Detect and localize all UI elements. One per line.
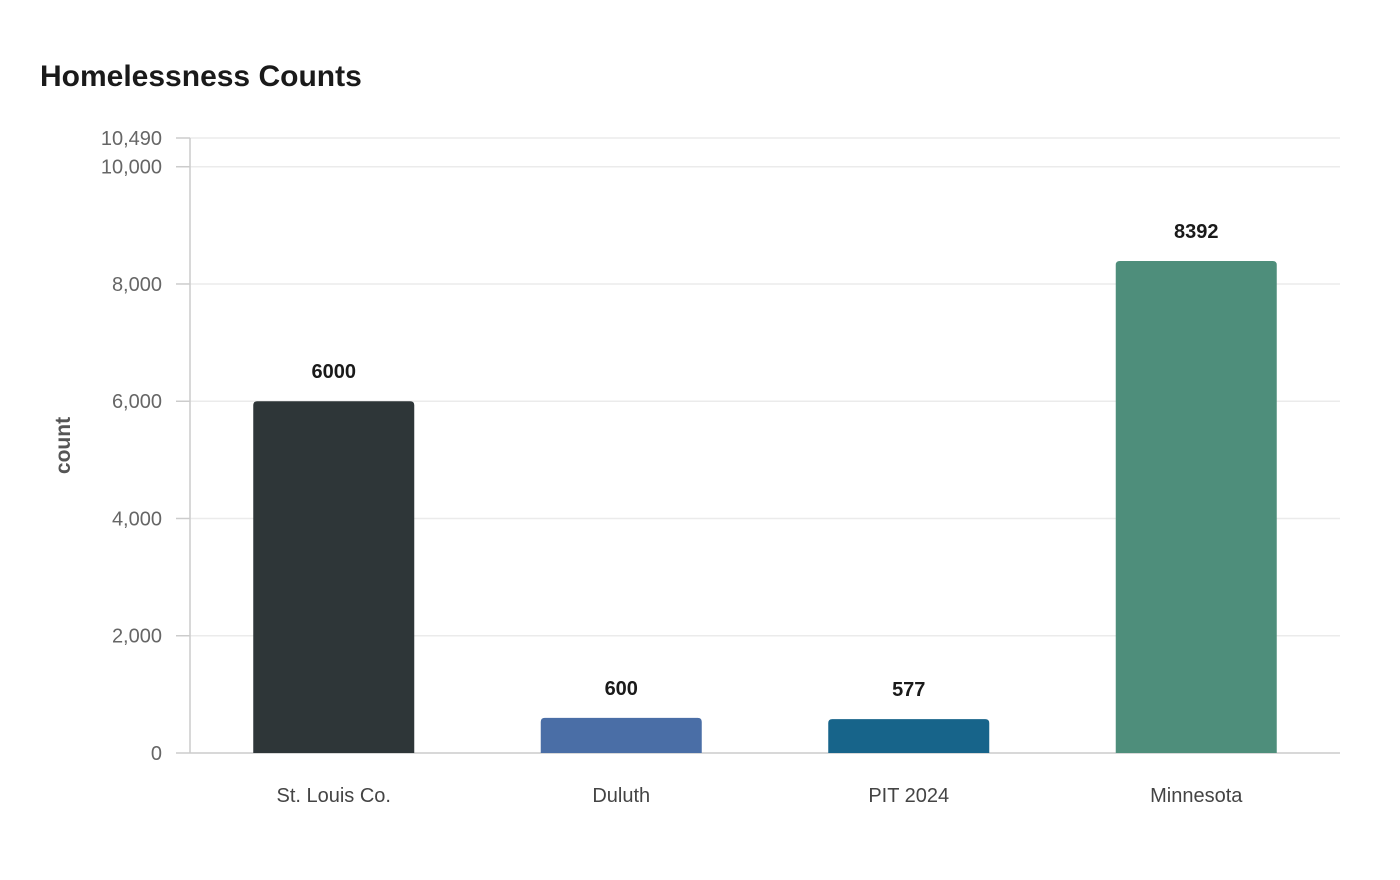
y-tick-label: 0 [151, 743, 162, 765]
bar-pit-2024 [828, 719, 990, 753]
x-tick-label: PIT 2024 [868, 785, 949, 807]
y-tick-label: 6,000 [112, 391, 162, 413]
bar-st-louis-co [253, 401, 415, 753]
y-tick-label: 10,000 [101, 157, 162, 179]
y-tick-label: 10,490 [101, 128, 162, 150]
y-axis-title: count [52, 417, 75, 474]
bar-duluth [540, 717, 702, 753]
x-tick-label: Duluth [592, 785, 650, 807]
chart-title: Homelessness Counts [40, 60, 362, 93]
y-tick-label: 2,000 [112, 626, 162, 648]
bars [253, 261, 1277, 753]
bar-minnesota [1115, 261, 1277, 753]
x-tick-label: St. Louis Co. [276, 785, 391, 807]
bar-value-label: 600 [605, 678, 638, 700]
bar-value-label: 6000 [312, 361, 357, 383]
labels: 0 2,000 4,000 6,000 8,000 10,000 10,490 count 60… [52, 128, 1243, 807]
bar-value-label: 8392 [1174, 221, 1219, 243]
x-tick-label: Minnesota [1150, 785, 1243, 807]
bar-value-label: 577 [892, 679, 925, 701]
y-tick-label: 8,000 [112, 274, 162, 296]
y-tick-label: 4,000 [112, 508, 162, 530]
